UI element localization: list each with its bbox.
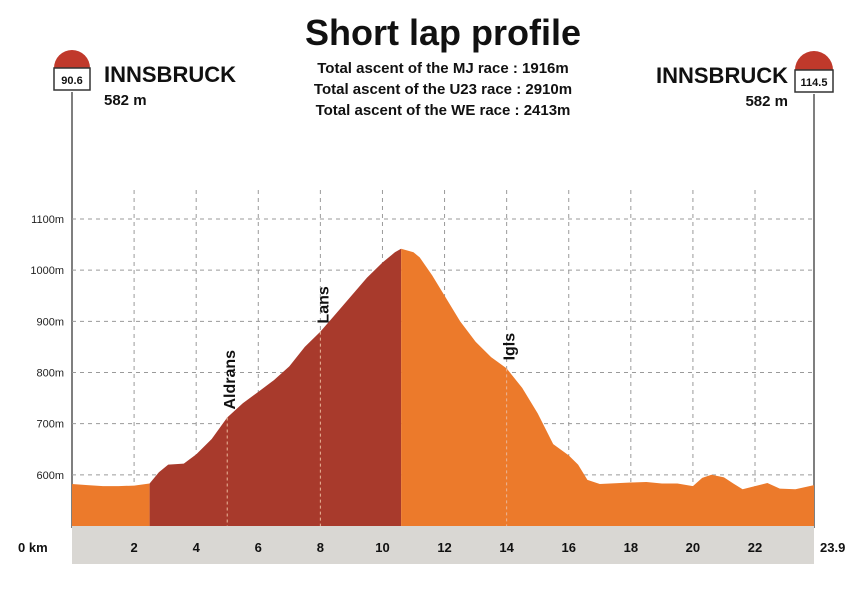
subtitle-line-u23: Total ascent of the U23 race : 2910m	[314, 81, 572, 98]
start-marker-cap	[54, 50, 90, 68]
subtitle-line-we: Total ascent of the WE race : 2413m	[316, 102, 571, 119]
finish-marker: 114.5	[794, 51, 834, 93]
y-tick-label: 1100m	[31, 214, 64, 226]
start-town-name: INNSBRUCK	[104, 62, 236, 87]
x-tick-label: 12	[437, 540, 451, 555]
place-labels: Aldrans Lans Igls	[222, 286, 519, 526]
x-tick-label: 4	[193, 540, 201, 555]
finish-marker-cap	[795, 51, 833, 70]
finish-town-altitude: 582 m	[745, 93, 788, 110]
start-marker: 90.6	[53, 50, 91, 91]
y-tick-label: 600m	[36, 470, 64, 482]
y-axis: 600m 700m 800m 900m 1000m 1100m	[30, 214, 64, 482]
y-tick-label: 1000m	[30, 265, 64, 277]
profile-segment-climb	[149, 248, 402, 526]
x-tick-label: 22	[748, 540, 762, 555]
x-tick-label: 16	[562, 540, 576, 555]
x-tick-label: 2	[130, 540, 137, 555]
start-town-altitude: 582 m	[104, 92, 147, 109]
finish-town-name: INNSBRUCK	[656, 63, 788, 88]
subtitle-line-mj: Total ascent of the MJ race : 1916m	[317, 60, 568, 77]
x-tick-label: 18	[624, 540, 638, 555]
x-axis-start-label: 0 km	[18, 540, 48, 555]
place-label: Aldrans	[222, 350, 239, 410]
x-axis-bar	[72, 526, 814, 564]
chart-title: Short lap profile	[305, 12, 581, 53]
x-tick-label: 6	[255, 540, 262, 555]
profile-segment-descent	[401, 248, 814, 526]
x-axis-end-label: 23.9	[820, 540, 845, 555]
y-tick-label: 800m	[36, 368, 64, 380]
x-tick-label: 14	[499, 540, 514, 555]
x-tick-label: 8	[317, 540, 324, 555]
profile-segment-flat-start	[72, 483, 150, 526]
y-tick-label: 700m	[36, 419, 64, 431]
profile-area	[72, 248, 814, 526]
place-label: Igls	[502, 333, 519, 361]
x-tick-label: 10	[375, 540, 389, 555]
finish-marker-label: 114.5	[801, 77, 828, 89]
x-axis: 0 km 23.9 2 4 6 8 10 12 14 16 18 20 22	[18, 526, 845, 564]
start-marker-label: 90.6	[61, 75, 82, 87]
x-tick-label: 20	[686, 540, 700, 555]
place-label: Lans	[315, 286, 332, 323]
y-tick-label: 900m	[36, 316, 64, 328]
start-marker-box	[53, 67, 91, 91]
finish-marker-box	[794, 69, 834, 93]
